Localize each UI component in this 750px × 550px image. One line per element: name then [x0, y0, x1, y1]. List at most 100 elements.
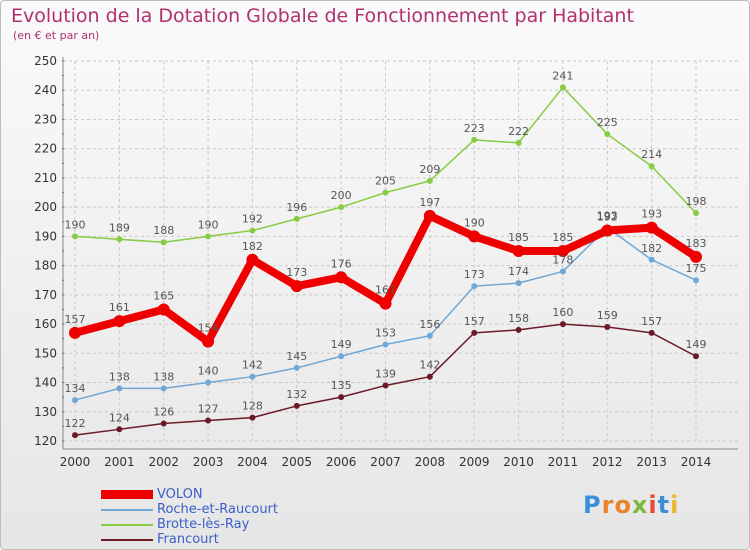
data-label-roche-et-raucourt: 182: [641, 242, 662, 255]
data-label-roche-et-raucourt: 178: [552, 253, 573, 266]
data-label-roche-et-raucourt: 149: [331, 338, 352, 351]
data-point-francourt: [205, 417, 212, 424]
data-label-brotte-les-ray: 222: [508, 125, 529, 138]
data-label-volon: 192: [597, 211, 618, 224]
legend-swatch-volon: [101, 490, 153, 499]
y-tick-label: 120: [34, 434, 57, 448]
data-label-volon: 165: [153, 289, 174, 302]
data-point-volon: [690, 250, 702, 263]
data-label-roche-et-raucourt: 174: [508, 265, 529, 278]
data-point-roche-et-raucourt: [426, 332, 433, 339]
data-point-francourt: [116, 426, 123, 433]
data-point-francourt: [648, 329, 655, 336]
data-point-volon: [556, 245, 569, 257]
data-point-brotte-les-ray: [693, 210, 699, 216]
y-tick-label: 190: [34, 229, 57, 243]
data-point-roche-et-raucourt: [471, 283, 478, 290]
data-label-volon: 197: [419, 196, 440, 209]
data-point-roche-et-raucourt: [559, 268, 566, 275]
data-point-brotte-les-ray: [515, 139, 522, 146]
data-point-volon: [113, 315, 126, 328]
axis-layer: 120 130 140 150 160 170 180 190 200 210 220 230 240 2…: [34, 54, 738, 469]
logo-letter: x: [631, 491, 649, 519]
data-point-francourt: [559, 321, 566, 328]
x-tick-label: 2002: [148, 455, 179, 469]
series-layer: [69, 84, 702, 439]
data-label-brotte-les-ray: 189: [109, 221, 130, 234]
data-label-francourt: 124: [109, 411, 130, 424]
data-point-francourt: [160, 420, 167, 427]
x-tick-label: 2007: [370, 455, 401, 469]
x-tick-label: 2013: [636, 455, 667, 469]
data-point-brotte-les-ray: [116, 236, 123, 243]
data-point-volon: [468, 230, 481, 243]
data-point-francourt: [515, 326, 522, 333]
data-label-volon: 173: [286, 266, 307, 279]
chart-subtitle: (en € et par an): [13, 29, 100, 42]
legend-label-roche-et-raucourt: Roche-et-Raucourt: [157, 502, 278, 517]
data-label-francourt: 142: [419, 359, 440, 372]
data-point-roche-et-raucourt: [205, 379, 212, 386]
data-label-volon: 157: [65, 313, 86, 326]
data-point-volon: [290, 280, 303, 293]
data-label-roche-et-raucourt: 142: [242, 359, 263, 372]
data-label-brotte-les-ray: 205: [375, 175, 396, 188]
legend-swatch-francourt: [101, 539, 153, 541]
data-point-francourt: [293, 402, 300, 409]
logo-letter: i: [670, 491, 680, 519]
data-point-brotte-les-ray: [426, 177, 433, 184]
data-point-roche-et-raucourt: [249, 373, 256, 380]
data-point-volon: [246, 253, 259, 266]
data-label-layer: 190 189 188 190 192 196 200 205 209 223 222 241 225 2…: [65, 69, 707, 430]
y-tick-label: 160: [34, 317, 57, 331]
data-label-roche-et-raucourt: 140: [198, 365, 219, 378]
data-label-francourt: 132: [286, 388, 307, 401]
x-tick-label: 2004: [237, 455, 268, 469]
y-tick-label: 250: [34, 54, 57, 68]
data-label-brotte-les-ray: 190: [198, 218, 219, 231]
data-label-volon: 185: [552, 231, 573, 244]
data-label-volon: 176: [331, 257, 352, 270]
data-point-francourt: [426, 373, 433, 380]
data-label-volon: 161: [109, 301, 130, 314]
series-brotte-les-ray: [72, 84, 699, 246]
x-tick-label: 2011: [548, 455, 579, 469]
logo-letter: t: [657, 491, 671, 519]
legend-label-brotte-les-ray: Brotte-lès-Ray: [157, 517, 250, 532]
y-tick-label: 220: [34, 142, 57, 156]
data-point-volon: [335, 271, 348, 284]
data-point-volon: [645, 221, 658, 234]
data-label-brotte-les-ray: 200: [331, 189, 352, 202]
data-point-francourt: [338, 394, 345, 401]
data-label-roche-et-raucourt: 134: [65, 382, 86, 395]
legend-swatch-brotte-les-ray: [101, 524, 153, 526]
data-point-volon: [512, 245, 525, 257]
data-point-volon: [379, 297, 392, 310]
data-point-volon: [423, 209, 436, 222]
logo-letter: P: [583, 491, 602, 519]
x-tick-label: 2005: [282, 455, 313, 469]
data-point-volon: [202, 335, 215, 348]
logo-letter: r: [601, 491, 615, 519]
data-label-francourt: 127: [198, 403, 219, 416]
y-tick-label: 180: [34, 259, 57, 273]
series-francourt: [72, 321, 699, 439]
x-tick-label: 2003: [193, 455, 224, 469]
data-label-volon: 182: [242, 240, 263, 253]
data-label-brotte-les-ray: 196: [286, 201, 307, 214]
x-tick-label: 2000: [60, 455, 91, 469]
x-tick-label: 2001: [104, 455, 135, 469]
data-point-francourt: [72, 432, 78, 439]
data-point-francourt: [471, 329, 478, 336]
y-tick-label: 240: [34, 83, 57, 97]
chart-title: Evolution de la Dotation Globale de Fonc…: [11, 5, 634, 27]
series-volon: [69, 209, 702, 348]
data-point-roche-et-raucourt: [693, 277, 699, 284]
y-tick-label: 170: [34, 288, 57, 302]
x-tick-label: 2006: [326, 455, 357, 469]
data-point-brotte-les-ray: [338, 204, 345, 211]
data-label-roche-et-raucourt: 138: [153, 370, 174, 383]
data-point-brotte-les-ray: [160, 239, 167, 246]
data-point-roche-et-raucourt: [338, 353, 345, 360]
